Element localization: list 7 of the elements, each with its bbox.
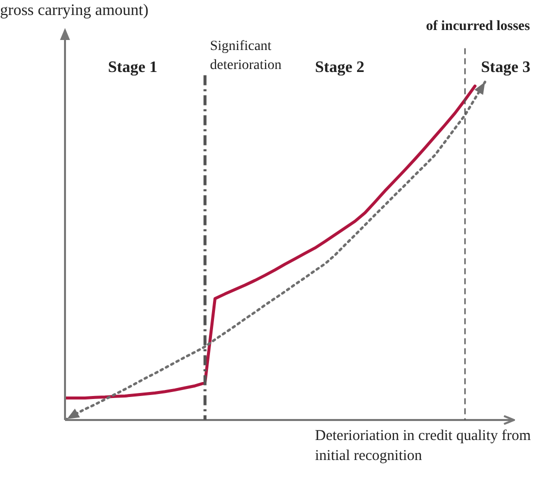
text: Stage 2 bbox=[315, 58, 364, 77]
text: of incurred losses bbox=[426, 18, 530, 36]
text: Significant deterioration bbox=[210, 38, 283, 75]
y-axis-title: gross carrying amount) bbox=[0, 2, 148, 20]
text: Stage 3 bbox=[481, 58, 530, 77]
text: Stage 1 bbox=[108, 58, 158, 77]
x-axis-title: Deterioriation in credit quality from initial recognition bbox=[315, 427, 532, 466]
